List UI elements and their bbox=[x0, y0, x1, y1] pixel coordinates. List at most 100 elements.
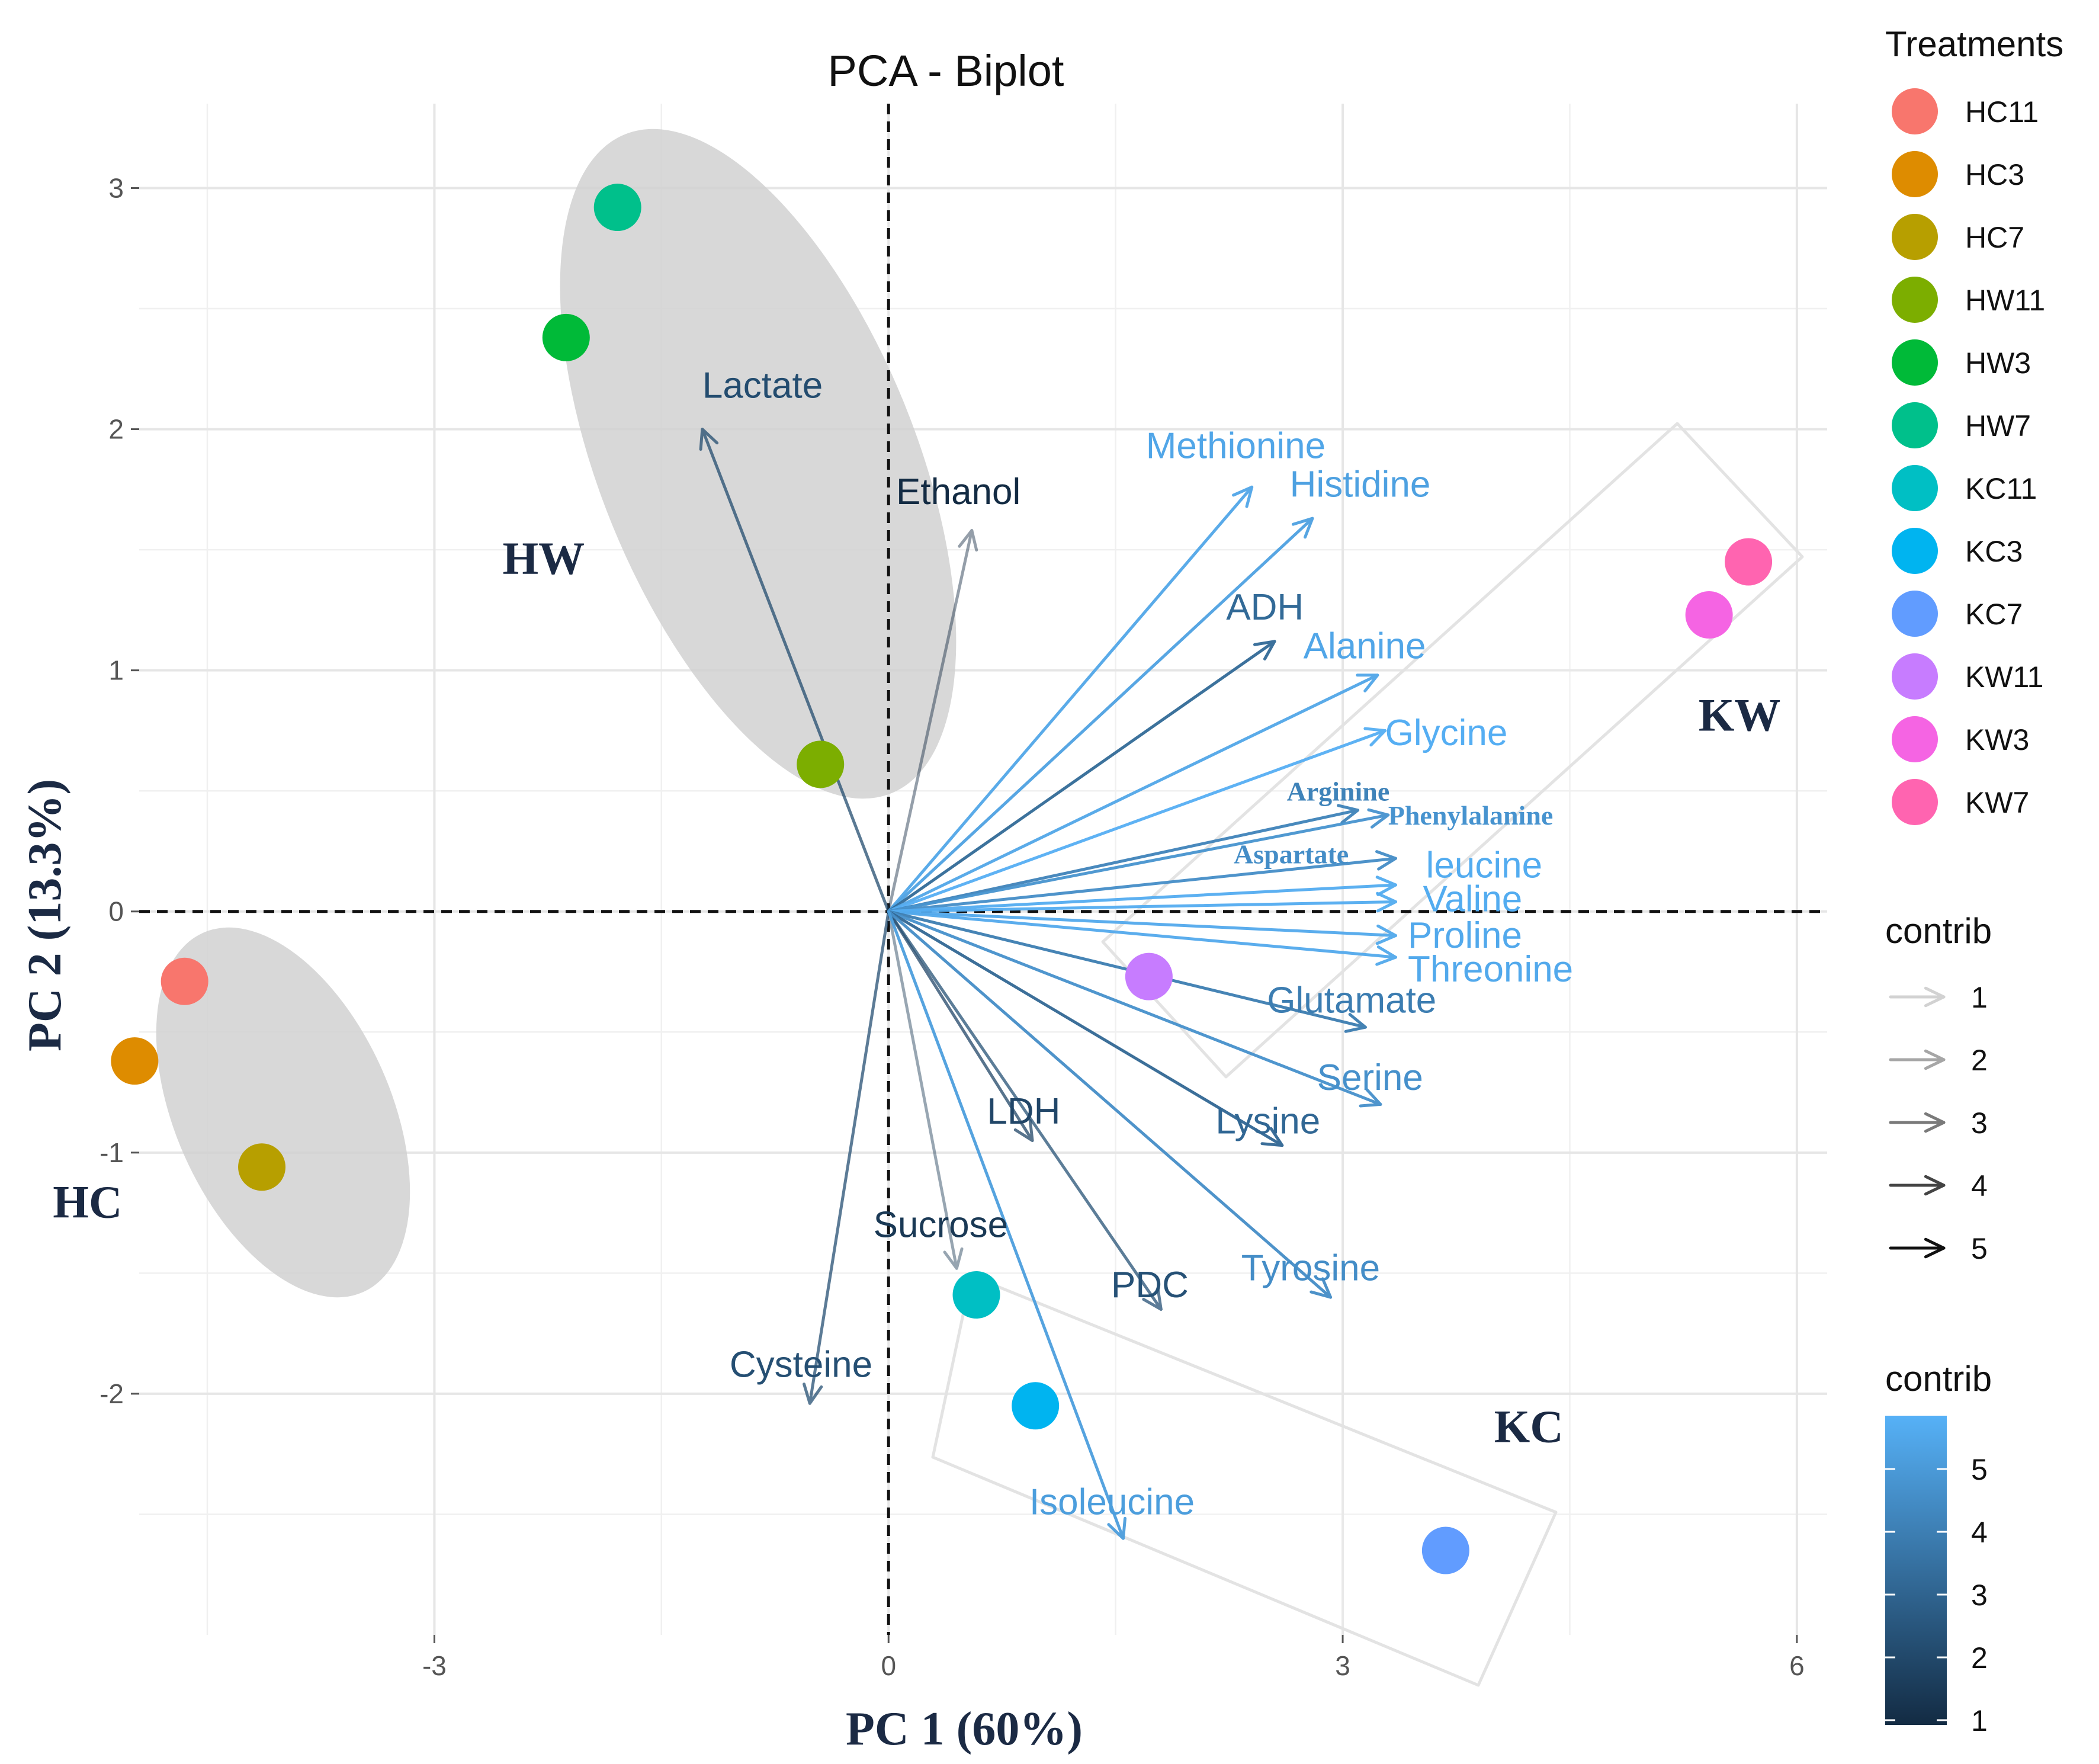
group-label-hw: HW bbox=[502, 533, 585, 584]
legend-label-hc7: HC7 bbox=[1965, 221, 2024, 254]
legend-label-kc11: KC11 bbox=[1965, 472, 2037, 505]
label-isoleucine: Isoleucine bbox=[1029, 1481, 1195, 1522]
hw-ellipse bbox=[560, 129, 957, 799]
point-hw7 bbox=[593, 184, 641, 232]
colorbar-tick-label: 1 bbox=[1971, 1704, 1988, 1737]
label-lysine: Lysine bbox=[1215, 1101, 1320, 1141]
x-tick-label: 3 bbox=[1335, 1650, 1350, 1681]
legend-swatch-hc7 bbox=[1892, 214, 1938, 260]
label-pdc: PDC bbox=[1111, 1265, 1189, 1306]
group-labels: HW HC KW KC bbox=[53, 533, 1780, 1452]
legend-label-hc3: HC3 bbox=[1965, 158, 2024, 191]
arrow-isoleucine bbox=[887, 910, 1127, 1540]
label-serine: Serine bbox=[1317, 1057, 1423, 1098]
legend-label-hw3: HW3 bbox=[1965, 347, 2031, 380]
arrow-pdc bbox=[887, 910, 1163, 1311]
arrow-lysine bbox=[887, 910, 1284, 1147]
group-regions bbox=[156, 129, 1804, 1687]
arrow-tyrosine bbox=[887, 910, 1333, 1299]
legend: Treatments HC11 HC3 HC7 HW11 HW3 HW7 KC11 KC3 KC… bbox=[1885, 24, 2063, 1737]
legend-contrib-label: 1 bbox=[1971, 981, 1988, 1014]
legend-contrib-label: 4 bbox=[1971, 1169, 1988, 1202]
y-tick-label: 1 bbox=[108, 655, 124, 686]
legend-swatch-kw7 bbox=[1892, 779, 1938, 825]
legend-contrib-arrow-title: contrib bbox=[1885, 911, 1992, 951]
point-kw3 bbox=[1685, 591, 1733, 639]
arrow-aspartate bbox=[887, 850, 1398, 913]
label-adh: ADH bbox=[1226, 587, 1304, 628]
label-methionine: Methionine bbox=[1146, 425, 1325, 466]
arrow-histidine bbox=[887, 517, 1314, 913]
reference-lines bbox=[139, 104, 1827, 1635]
x-tick-label: 0 bbox=[881, 1650, 896, 1681]
colorbar-tick-label: 2 bbox=[1971, 1641, 1988, 1675]
legend-swatch-hw3 bbox=[1892, 339, 1938, 386]
legend-swatch-hc3 bbox=[1892, 151, 1938, 197]
label-cysteine: Cysteine bbox=[730, 1344, 872, 1385]
colorbar-tick-label: 4 bbox=[1971, 1516, 1988, 1549]
y-tick-label: 3 bbox=[108, 172, 124, 203]
point-hc11 bbox=[161, 957, 208, 1005]
legend-contrib-label: 3 bbox=[1971, 1106, 1988, 1140]
y-tick-label: -2 bbox=[100, 1378, 124, 1409]
label-proline: Proline bbox=[1408, 915, 1522, 956]
y-tick-label: -1 bbox=[100, 1137, 124, 1168]
arrow-adh bbox=[887, 640, 1276, 913]
y-tick-label: 2 bbox=[108, 414, 124, 445]
legend-contrib-label: 2 bbox=[1971, 1044, 1988, 1077]
point-hc7 bbox=[238, 1143, 286, 1191]
legend-label-kw7: KW7 bbox=[1965, 786, 2029, 819]
x-tick-label: 6 bbox=[1789, 1650, 1805, 1681]
legend-treatments-title: Treatments bbox=[1885, 24, 2063, 64]
group-label-hc: HC bbox=[53, 1176, 122, 1228]
legend-contrib-arrow-1 bbox=[1889, 986, 1946, 1008]
arrow-glycine bbox=[887, 727, 1387, 913]
y-axis-title: PC 2 (13.3%) bbox=[19, 779, 71, 1051]
axis-ticks: -3 0 3 6 -2 -1 0 1 2 3 bbox=[100, 172, 1805, 1681]
legend-swatch-kw3 bbox=[1892, 716, 1938, 762]
legend-swatch-kc11 bbox=[1892, 465, 1938, 511]
point-kc11 bbox=[952, 1271, 1000, 1319]
legend-swatch-kc3 bbox=[1892, 528, 1938, 574]
label-alanine: Alanine bbox=[1304, 626, 1426, 666]
y-tick-label: 0 bbox=[108, 896, 124, 927]
label-threonine: Threonine bbox=[1408, 949, 1573, 990]
point-kc7 bbox=[1421, 1526, 1469, 1574]
legend-label-kc7: KC7 bbox=[1965, 598, 2023, 631]
kw-region bbox=[1101, 422, 1804, 1079]
legend-swatch-hw11 bbox=[1892, 277, 1938, 323]
individual-points bbox=[111, 184, 1773, 1574]
point-hw11 bbox=[797, 740, 845, 788]
label-tyrosine: Tyrosine bbox=[1241, 1248, 1380, 1289]
arrow-methionine bbox=[887, 485, 1254, 913]
legend-swatch-kc7 bbox=[1892, 591, 1938, 637]
variable-arrows bbox=[699, 428, 1398, 1540]
chart-title: PCA - Biplot bbox=[828, 46, 1064, 95]
point-hw3 bbox=[542, 313, 590, 361]
point-kw7 bbox=[1725, 538, 1773, 586]
legend-swatch-kw11 bbox=[1892, 653, 1938, 700]
legend-label-hw11: HW11 bbox=[1965, 284, 2045, 317]
legend-label-kw3: KW3 bbox=[1965, 723, 2029, 756]
arrow-alanine bbox=[887, 673, 1379, 913]
arrow-leucine bbox=[887, 875, 1398, 913]
legend-contrib-arrow-5 bbox=[1889, 1237, 1946, 1259]
label-aspartate: Aspartate bbox=[1234, 839, 1349, 869]
colorbar-tick-label: 3 bbox=[1971, 1579, 1988, 1612]
arrow-cysteine bbox=[803, 910, 890, 1405]
arrow-proline bbox=[887, 910, 1398, 945]
label-ethanol: Ethanol bbox=[896, 472, 1020, 512]
label-leucine: leucine bbox=[1426, 845, 1542, 886]
legend-swatch-hw7 bbox=[1892, 402, 1938, 448]
point-kc3 bbox=[1012, 1382, 1060, 1430]
legend-label-kw11: KW11 bbox=[1965, 660, 2043, 694]
arrow-phenylalanine bbox=[887, 808, 1390, 913]
arrow-ldh bbox=[887, 910, 1034, 1142]
legend-contrib-arrow-4 bbox=[1889, 1175, 1946, 1196]
label-glutamate: Glutamate bbox=[1267, 980, 1436, 1021]
kc-region bbox=[931, 1274, 1558, 1687]
arrow-lactate bbox=[699, 428, 890, 913]
label-phenylalanine: Phenylalanine bbox=[1388, 800, 1554, 830]
